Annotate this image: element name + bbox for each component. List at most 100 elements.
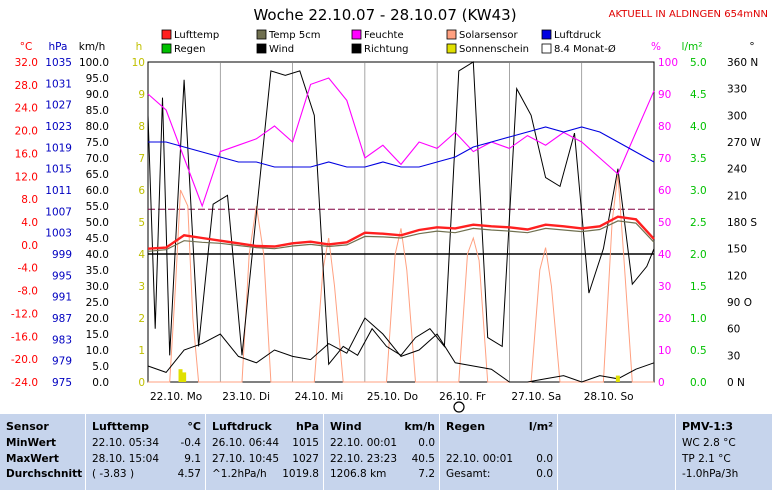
wind-tick-label: 25.0 [86,297,109,309]
direction-tick-label: 330 [727,84,747,96]
humidity-tick-label: 20 [658,313,671,325]
rain-tick-label: 2.0 [690,249,707,261]
x-day-label: 22.10. Mo [150,391,202,403]
sun_hours-tick-label: 7 [138,153,145,165]
stats-col-lufttemp: Lufttemp °C 22.10. 05:34 -0.4 28.10. 15:04… [86,414,206,490]
direction-tick-label: 60 [727,324,740,336]
legend-label-lufttemp: Lufttemp [174,30,219,41]
humidity-tick-label: 80 [658,121,671,133]
legend-label-temp5cm: Temp 5cm [268,30,320,41]
temp-tick-label: 12.0 [15,171,38,183]
stats-sensor-header: Sensor [6,420,49,433]
stats-row-min: MinWert [6,437,57,449]
stats-lufttemp-unit: °C [187,420,201,433]
time-slider-handle[interactable] [453,401,465,413]
x-day-label: 27.10. Sa [511,391,561,403]
wind-tick-label: 50.0 [86,217,109,229]
sun_hours-tick-label: 5 [138,217,145,229]
temp-tick-label: 16.0 [15,148,38,160]
stats-cell: 1027 [292,452,319,465]
pressure-tick-label: 1019 [45,142,72,154]
direction-tick-label: 0 N [727,377,745,389]
wind-tick-label: 60.0 [86,185,109,197]
temp-tick-label: -16.0 [11,331,38,343]
wind-tick-label: 20.0 [86,313,109,325]
pressure-tick-label: 1023 [45,121,72,133]
legend-swatch-regen [161,43,172,54]
stats-col-regen: Regen l/m² 22.10. 00:01 0.0 Gesamt: 0.0 [440,414,558,490]
x-day-label: 28.10. So [584,391,634,403]
stats-col-empty [558,414,676,490]
pressure-tick-label: 999 [52,249,72,261]
grid [148,62,654,382]
series-line-feuchte [147,77,655,208]
chart-title: Woche 22.10.07 - 28.10.07 (KW43) [253,6,516,24]
stats-luftdruck-unit: hPa [295,420,319,433]
wind-tick-label: 45.0 [86,233,109,245]
wind-unit-label: km/h [79,41,106,53]
stats-cell: 22.10. 00:01 [330,437,397,449]
stats-cell: ( -3.83 ) [92,468,135,480]
pressure-tick-label: 1035 [45,57,72,69]
rain-tick-label: 1.5 [690,281,707,293]
stats-cell: 26.10. 06:44 [212,437,279,449]
pressure-tick-label: 1003 [45,228,72,240]
pressure-tick-label: 1027 [45,100,72,112]
sun_hours-tick-label: 9 [138,89,145,101]
pressure-unit-label: hPa [49,41,68,53]
temp-unit-label: °C [20,41,33,53]
temp-tick-label: -4.0 [18,263,39,275]
wind-tick-label: 0.0 [92,377,109,389]
direction-tick-label: 210 [727,190,747,202]
direction-tick-label: 180 S [727,217,757,229]
stats-row-max: MaxWert [6,452,59,465]
stats-cell: 28.10. 15:04 [92,452,159,465]
pressure-tick-label: 1031 [45,78,72,90]
pressure-tick-label: 1015 [45,164,72,176]
stats-cell: 1019.8 [282,468,319,480]
x-day-label: 23.10. Di [222,391,270,403]
series-line-wind [147,317,655,383]
direction-tick-label: 150 [727,244,747,256]
legend: Lufttemp Temp 5cm Feuchte Solarsensor Luftdr… [161,29,616,55]
humidity-tick-label: 60 [658,185,671,197]
stats-cell: 0.0 [536,468,553,480]
legend-label-sonnenschein: Sonnenschein [459,44,529,55]
stats-col-sensor: Sensor MinWert MaxWert Durchschnitt [0,414,86,490]
stats-wind-header: Wind [330,420,362,433]
pressure-tick-label: 995 [52,270,72,282]
pressure-tick-label: 1011 [45,185,72,197]
rain-tick-label: 3.5 [690,153,707,165]
legend-label-feuchte: Feuchte [364,30,404,41]
wind-tick-label: 90.0 [86,89,109,101]
stats-col-pmv: PMV-1:3 WC 2.8 °C TP 2.1 °C -1.0hPa/3h [676,414,772,490]
humidity-tick-label: 100 [658,57,678,69]
live-location-link[interactable]: AKTUELL IN ALDINGEN 654mNN [609,9,768,20]
stats-row-avg: Durchschnitt [6,468,83,480]
direction-tick-label: 30 [727,350,740,362]
sun_hours-tick-label: 4 [138,249,145,261]
humidity-tick-label: 40 [658,249,671,261]
direction-unit-label: ° [749,41,754,53]
wind-tick-label: 10.0 [86,345,109,357]
legend-swatch-feuchte [351,29,362,40]
temp-tick-label: 8.0 [21,194,38,206]
wind-tick-label: 95.0 [86,73,109,85]
rain-tick-label: 1.0 [690,313,707,325]
rain-tick-label: 4.5 [690,89,707,101]
stats-cell: 0.0 [536,452,553,465]
legend-swatch-solarsensor [446,29,457,40]
wind-tick-label: 55.0 [86,201,109,213]
wind-tick-label: 40.0 [86,249,109,261]
stats-col-luftdruck: Luftdruck hPa 26.10. 06:44 1015 27.10. 10:… [206,414,324,490]
temp-tick-label: 0.0 [21,240,38,252]
axis-unit-labels: °C hPa km/h h% l/m² ° [20,41,755,53]
series-line-solarsensor [148,173,654,383]
direction-tick-label: 360 N [727,57,758,69]
humidity-tick-label: 0 [658,377,665,389]
stats-cell: WC 2.8 °C [682,437,736,449]
stats-pmv-header: PMV-1:3 [682,420,733,433]
rain-tick-label: 3.0 [690,185,707,197]
pressure-tick-label: 975 [52,377,72,389]
temp-tick-label: -20.0 [11,354,38,366]
